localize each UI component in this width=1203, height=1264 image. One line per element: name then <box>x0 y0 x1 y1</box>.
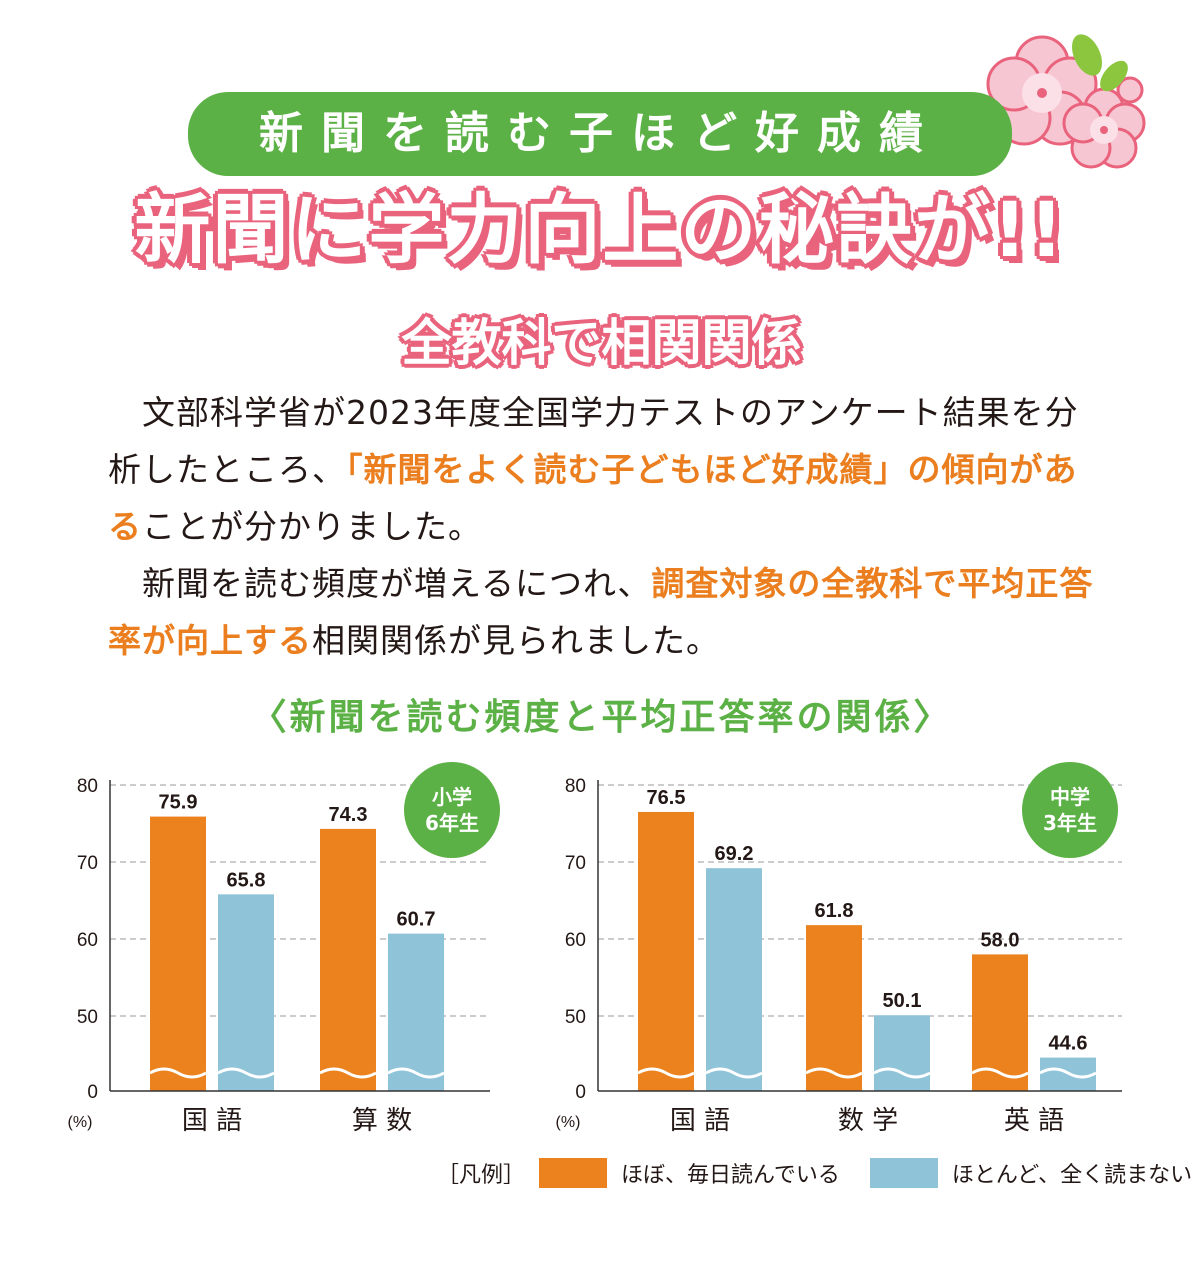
axis-break-wave <box>971 1067 1029 1079</box>
text: 新聞を読む頻度が増えるにつれ、 <box>142 564 652 603</box>
badge-line: 6年生 <box>425 811 479 835</box>
x-category-label: 国 語 <box>182 1106 242 1136</box>
axis-break-wave <box>705 1067 763 1079</box>
axis-break-wave <box>1039 1067 1097 1079</box>
grade-badge: 中学 3年生 <box>1022 762 1118 858</box>
y-unit-label: (%) <box>68 1114 93 1131</box>
y-tick-label: 80 <box>565 776 586 797</box>
axis-break-wave <box>217 1067 275 1079</box>
tagline: 新聞を読む子ほど好成績 <box>188 92 1012 176</box>
data-label: 60.7 <box>397 909 436 931</box>
axis-break-wave <box>873 1067 931 1079</box>
data-label: 75.9 <box>159 792 198 814</box>
legend-swatch-blue <box>869 1158 938 1188</box>
chart-section-title: 〈新聞を読む頻度と平均正答率の関係〉 <box>250 697 953 738</box>
badge-line: 3年生 <box>1043 811 1097 835</box>
x-category-label: 英 語 <box>1004 1106 1064 1136</box>
y-tick-label: 60 <box>77 930 98 951</box>
x-category-label: 国 語 <box>670 1106 730 1136</box>
y-tick-label: 60 <box>565 930 586 951</box>
bar <box>638 811 694 1091</box>
text: ことが分かりました。 <box>142 507 482 546</box>
paragraph: 文部科学省が2023年度全国学力テストのアンケート結果を分析したところ、「新聞を… <box>108 384 1108 555</box>
badge-line: 小学 <box>432 785 472 809</box>
bar <box>320 828 376 1091</box>
data-label: 69.2 <box>715 843 754 865</box>
flower-bud-icon <box>1116 76 1144 104</box>
bar <box>218 894 274 1091</box>
grade-badge: 小学 6年生 <box>404 762 500 858</box>
y-tick-label: 50 <box>77 1007 98 1028</box>
text: 文部科学省が2023年度全国学力テストのアンケート結果を分析したところ、 <box>108 393 1079 489</box>
bar <box>806 925 862 1091</box>
leaf-icon <box>1071 34 1128 92</box>
highlight-text: 「新聞をよく読む子どもほど好成績」の傾向がある <box>108 450 1078 546</box>
x-category-label: 算 数 <box>352 1106 412 1136</box>
axis-break-wave <box>319 1067 377 1079</box>
highlight-text: 調査対象の全教科で平均正答率が向上する <box>108 564 1094 660</box>
y-unit-label: (%) <box>556 1114 581 1131</box>
legend-item: ほとんど、全く読まない <box>951 1163 1193 1188</box>
bar <box>874 1015 930 1091</box>
legend-item: ほぼ、毎日読んでいる <box>621 1163 840 1188</box>
x-category-label: 数 学 <box>838 1106 898 1136</box>
y-tick-label: 50 <box>565 1007 586 1028</box>
data-label: 74.3 <box>329 804 368 826</box>
article-body: 文部科学省が2023年度全国学力テストのアンケート結果を分析したところ、「新聞を… <box>108 384 1108 669</box>
legend-label: ［凡例］ <box>437 1163 526 1188</box>
badge-line: 中学 <box>1050 785 1090 809</box>
axis-break-wave <box>149 1067 207 1079</box>
legend-swatch-orange <box>539 1158 608 1188</box>
flower-icon <box>1062 87 1146 169</box>
bar <box>706 868 762 1091</box>
data-label: 76.5 <box>647 787 686 809</box>
axis-break-wave <box>387 1067 445 1079</box>
axis-break-wave <box>637 1067 695 1079</box>
paragraph: 新聞を読む頻度が増えるにつれ、調査対象の全教科で平均正答率が向上する相関関係が見… <box>108 555 1108 669</box>
data-label: 65.8 <box>227 869 266 891</box>
y-tick-label: 70 <box>565 853 586 874</box>
y-tick-label: 80 <box>77 776 98 797</box>
data-label: 50.1 <box>883 990 922 1012</box>
text: 相関関係が見られました。 <box>312 621 720 660</box>
section-heading: 全教科で相関関係 <box>401 314 802 372</box>
data-label: 61.8 <box>815 900 854 922</box>
bar <box>388 933 444 1091</box>
data-label: 44.6 <box>1049 1033 1088 1055</box>
chart-legend: ［凡例］ ほぼ、毎日読んでいる ほとんど、全く読まない <box>437 1157 1192 1189</box>
bar <box>150 816 206 1091</box>
data-label: 58.0 <box>981 929 1020 951</box>
y-tick-label: 0 <box>87 1082 98 1103</box>
y-tick-label: 0 <box>575 1082 586 1103</box>
page-title: 新聞に学力向上の秘訣が!! <box>134 185 1066 274</box>
y-tick-label: 70 <box>77 853 98 874</box>
axis-break-wave <box>805 1067 863 1079</box>
